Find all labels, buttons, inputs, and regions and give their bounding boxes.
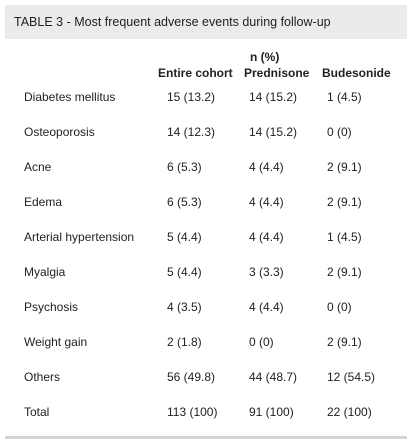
cell: 56 (49.8) [167, 370, 216, 384]
cell: 2 (9.1) [327, 335, 362, 349]
row-label: Diabetes mellitus [24, 90, 116, 104]
cell: 113 (100) [167, 405, 218, 419]
cell: 44 (48.7) [249, 370, 298, 384]
cell: 15 (13.2) [167, 90, 216, 104]
cell: 14 (15.2) [249, 125, 298, 139]
cell: 0 (0) [327, 125, 352, 139]
cell: 4 (4.4) [249, 230, 284, 244]
cell: 2 (9.1) [327, 160, 362, 174]
cell: 1 (4.5) [327, 90, 362, 104]
cell: 4 (4.4) [249, 160, 284, 174]
column-header: Entire cohort [158, 66, 233, 80]
bottom-rule [5, 436, 407, 439]
group-header: n (%) [250, 50, 280, 64]
row-label: Weight gain [24, 335, 88, 349]
cell: 5 (4.4) [167, 230, 202, 244]
row-label: Psychosis [24, 300, 79, 314]
cell: 14 (12.3) [167, 125, 216, 139]
row-label: Arterial hypertension [24, 230, 135, 244]
cell: 4 (4.4) [249, 300, 284, 314]
cell: 2 (9.1) [327, 265, 362, 279]
row-label: Acne [24, 160, 52, 174]
cell: 91 (100) [249, 405, 294, 419]
cell: 4 (3.5) [167, 300, 202, 314]
row-label: Myalgia [24, 265, 66, 279]
row-label: Edema [24, 195, 63, 209]
cell: 0 (0) [327, 300, 352, 314]
cell: 0 (0) [249, 335, 274, 349]
title-bar [5, 5, 407, 39]
cell: 12 (54.5) [327, 370, 376, 384]
table-title: TABLE 3 - Most frequent adverse events d… [14, 15, 331, 29]
cell: 22 (100) [327, 405, 372, 419]
cell: 3 (3.3) [249, 265, 284, 279]
column-header: Budesonide [322, 66, 391, 80]
cell: 5 (4.4) [167, 265, 202, 279]
row-label: Total [24, 405, 50, 419]
cell: 6 (5.3) [167, 195, 202, 209]
column-header: Prednisone [244, 66, 310, 80]
cell: 2 (1.8) [167, 335, 202, 349]
cell: 14 (15.2) [249, 90, 298, 104]
cell: 2 (9.1) [327, 195, 362, 209]
cell: 6 (5.3) [167, 160, 202, 174]
row-label: Others [24, 370, 61, 384]
cell: 1 (4.5) [327, 230, 362, 244]
row-label: Osteoporosis [24, 125, 95, 139]
cell: 4 (4.4) [249, 195, 284, 209]
